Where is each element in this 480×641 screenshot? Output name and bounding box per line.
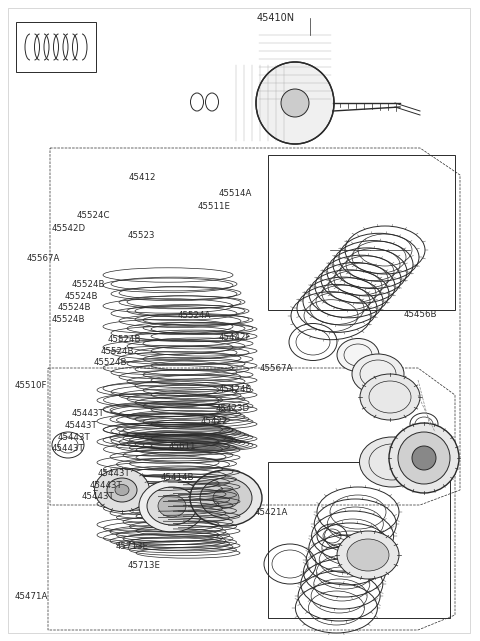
Text: 45524B: 45524B bbox=[108, 335, 142, 344]
Text: 45456B: 45456B bbox=[403, 310, 437, 319]
Ellipse shape bbox=[389, 423, 459, 493]
Text: 45442F: 45442F bbox=[219, 333, 252, 342]
Text: 45523: 45523 bbox=[127, 231, 155, 240]
Ellipse shape bbox=[412, 446, 436, 470]
Text: 45524B: 45524B bbox=[65, 292, 98, 301]
Ellipse shape bbox=[281, 89, 309, 117]
Text: 45471A: 45471A bbox=[14, 592, 48, 601]
Text: 45443T: 45443T bbox=[98, 469, 131, 478]
Ellipse shape bbox=[107, 478, 137, 502]
Ellipse shape bbox=[95, 469, 149, 512]
Text: 45412: 45412 bbox=[129, 173, 156, 182]
Text: 45567A: 45567A bbox=[259, 364, 293, 373]
Ellipse shape bbox=[190, 470, 262, 526]
Ellipse shape bbox=[139, 480, 205, 532]
Text: 45510F: 45510F bbox=[14, 381, 47, 390]
Text: 45424B: 45424B bbox=[218, 385, 252, 394]
Text: 45524B: 45524B bbox=[94, 358, 127, 367]
Ellipse shape bbox=[158, 495, 186, 517]
Ellipse shape bbox=[347, 539, 389, 571]
Text: 45443T: 45443T bbox=[58, 433, 90, 442]
Text: 45524B: 45524B bbox=[72, 280, 106, 289]
Text: 45611: 45611 bbox=[169, 442, 196, 451]
Text: 45422: 45422 bbox=[201, 417, 228, 426]
Text: 45567A: 45567A bbox=[26, 254, 60, 263]
Ellipse shape bbox=[213, 488, 239, 508]
Text: 45443T: 45443T bbox=[72, 409, 105, 418]
Ellipse shape bbox=[256, 62, 334, 144]
Bar bbox=[16, 22, 96, 72]
Text: 45443T: 45443T bbox=[82, 492, 114, 501]
Text: 45443T: 45443T bbox=[65, 421, 97, 430]
Ellipse shape bbox=[360, 437, 424, 487]
Text: 45524B: 45524B bbox=[101, 347, 134, 356]
Text: 45713E: 45713E bbox=[127, 561, 160, 570]
Ellipse shape bbox=[398, 432, 450, 484]
Text: 45410N: 45410N bbox=[257, 13, 295, 23]
Ellipse shape bbox=[360, 374, 420, 420]
Text: 45443T: 45443T bbox=[52, 444, 84, 453]
Text: 45524B: 45524B bbox=[52, 315, 85, 324]
Ellipse shape bbox=[147, 487, 197, 525]
Ellipse shape bbox=[200, 478, 252, 518]
Text: 45421A: 45421A bbox=[254, 508, 288, 517]
Text: 45713E: 45713E bbox=[115, 542, 148, 551]
Ellipse shape bbox=[115, 485, 129, 495]
Text: 45511E: 45511E bbox=[198, 202, 231, 211]
Text: 45414B: 45414B bbox=[161, 473, 194, 482]
Text: 45423D: 45423D bbox=[216, 404, 250, 413]
Ellipse shape bbox=[337, 338, 379, 372]
Text: 45524B: 45524B bbox=[58, 303, 91, 312]
Ellipse shape bbox=[352, 354, 404, 394]
Text: 45524C: 45524C bbox=[77, 211, 110, 220]
Text: 45524A: 45524A bbox=[178, 311, 211, 320]
Text: 45443T: 45443T bbox=[90, 481, 122, 490]
Text: 45514A: 45514A bbox=[218, 189, 252, 198]
Ellipse shape bbox=[337, 531, 399, 579]
Text: 45542D: 45542D bbox=[52, 224, 86, 233]
